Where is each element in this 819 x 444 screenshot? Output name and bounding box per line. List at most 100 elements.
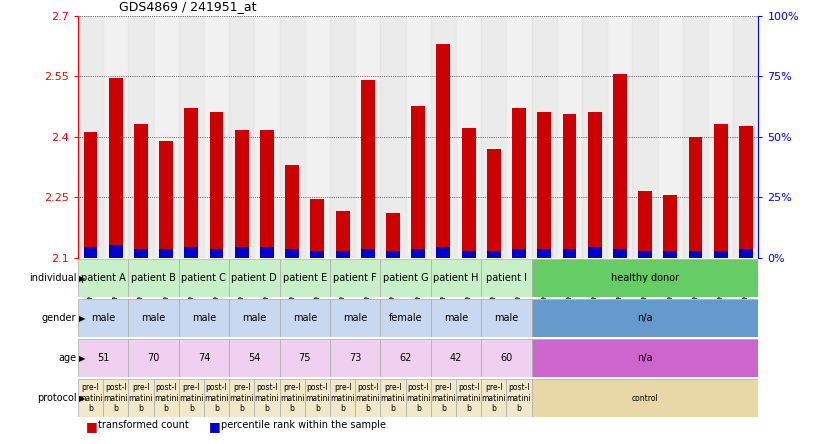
Bar: [153, 16, 179, 258]
Text: patient C: patient C: [181, 273, 226, 283]
Text: individual: individual: [29, 273, 76, 283]
Text: ■: ■: [86, 420, 97, 432]
Bar: [380, 299, 430, 337]
Text: male: male: [141, 313, 165, 323]
Bar: [285, 250, 299, 258]
Text: 60: 60: [500, 353, 512, 363]
Bar: [436, 44, 450, 258]
Bar: [481, 16, 506, 258]
Bar: [229, 299, 279, 337]
Bar: [612, 250, 626, 258]
Text: male: male: [443, 313, 468, 323]
Bar: [179, 16, 204, 258]
Text: ▶: ▶: [79, 313, 85, 323]
Bar: [335, 211, 349, 258]
Text: post-I
matini
b: post-I matini b: [405, 383, 430, 413]
Bar: [663, 195, 676, 258]
Bar: [531, 259, 758, 297]
Text: male: male: [292, 313, 316, 323]
Bar: [380, 16, 405, 258]
Text: pre-I
matini
b: pre-I matini b: [330, 383, 355, 413]
Bar: [531, 379, 758, 417]
Text: n/a: n/a: [636, 313, 652, 323]
Text: pre-I
matini
b: pre-I matini b: [481, 383, 505, 413]
Bar: [355, 379, 380, 417]
Bar: [536, 250, 550, 258]
Bar: [133, 250, 147, 258]
Bar: [663, 251, 676, 258]
Bar: [531, 16, 556, 258]
Bar: [153, 379, 179, 417]
Bar: [84, 247, 97, 258]
Bar: [254, 16, 279, 258]
Bar: [329, 259, 380, 297]
Bar: [562, 115, 576, 258]
Text: ▶: ▶: [79, 353, 85, 363]
Bar: [305, 379, 329, 417]
Text: post-I
matini
b: post-I matini b: [455, 383, 480, 413]
Bar: [512, 108, 525, 258]
Bar: [430, 299, 481, 337]
Text: patient G: patient G: [382, 273, 428, 283]
Text: patient B: patient B: [131, 273, 176, 283]
Bar: [587, 247, 601, 258]
Bar: [78, 299, 128, 337]
Bar: [688, 137, 702, 258]
Text: male: male: [342, 313, 367, 323]
Bar: [78, 379, 103, 417]
Bar: [481, 379, 506, 417]
Text: patient D: patient D: [231, 273, 277, 283]
Bar: [430, 259, 481, 297]
Bar: [254, 379, 279, 417]
Text: 74: 74: [197, 353, 210, 363]
Bar: [109, 246, 123, 258]
Bar: [436, 247, 450, 258]
Text: 70: 70: [147, 353, 160, 363]
Bar: [229, 379, 254, 417]
Text: GDS4869 / 241951_at: GDS4869 / 241951_at: [119, 0, 256, 13]
Bar: [405, 16, 430, 258]
Bar: [260, 131, 274, 258]
Bar: [279, 259, 329, 297]
Bar: [360, 250, 374, 258]
Bar: [204, 16, 229, 258]
Bar: [531, 299, 758, 337]
Bar: [405, 379, 430, 417]
Text: pre-I
matini
b: pre-I matini b: [78, 383, 102, 413]
Bar: [386, 251, 400, 258]
Bar: [607, 16, 631, 258]
Bar: [355, 16, 380, 258]
Bar: [562, 250, 576, 258]
Bar: [380, 379, 405, 417]
Bar: [329, 16, 355, 258]
Bar: [229, 16, 254, 258]
Text: male: male: [192, 313, 215, 323]
Bar: [682, 16, 708, 258]
Text: post-I
matini
b: post-I matini b: [154, 383, 179, 413]
Text: pre-I
matini
b: pre-I matini b: [129, 383, 153, 413]
Text: post-I
matini
b: post-I matini b: [204, 383, 229, 413]
Bar: [430, 339, 481, 377]
Bar: [305, 16, 329, 258]
Bar: [430, 379, 455, 417]
Text: ▶: ▶: [79, 274, 85, 283]
Text: post-I
matini
b: post-I matini b: [506, 383, 531, 413]
Text: patient I: patient I: [486, 273, 527, 283]
Bar: [179, 259, 229, 297]
Bar: [128, 16, 153, 258]
Bar: [128, 379, 153, 417]
Bar: [531, 339, 758, 377]
Bar: [637, 251, 651, 258]
Text: post-I
matini
b: post-I matini b: [255, 383, 279, 413]
Bar: [285, 165, 299, 258]
Bar: [128, 339, 179, 377]
Text: transformed count: transformed count: [98, 420, 189, 430]
Bar: [411, 250, 424, 258]
Bar: [386, 213, 400, 258]
Bar: [713, 251, 726, 258]
Text: post-I
matini
b: post-I matini b: [103, 383, 128, 413]
Bar: [84, 132, 97, 258]
Text: ■: ■: [209, 420, 220, 432]
Bar: [536, 112, 550, 258]
Bar: [260, 247, 274, 258]
